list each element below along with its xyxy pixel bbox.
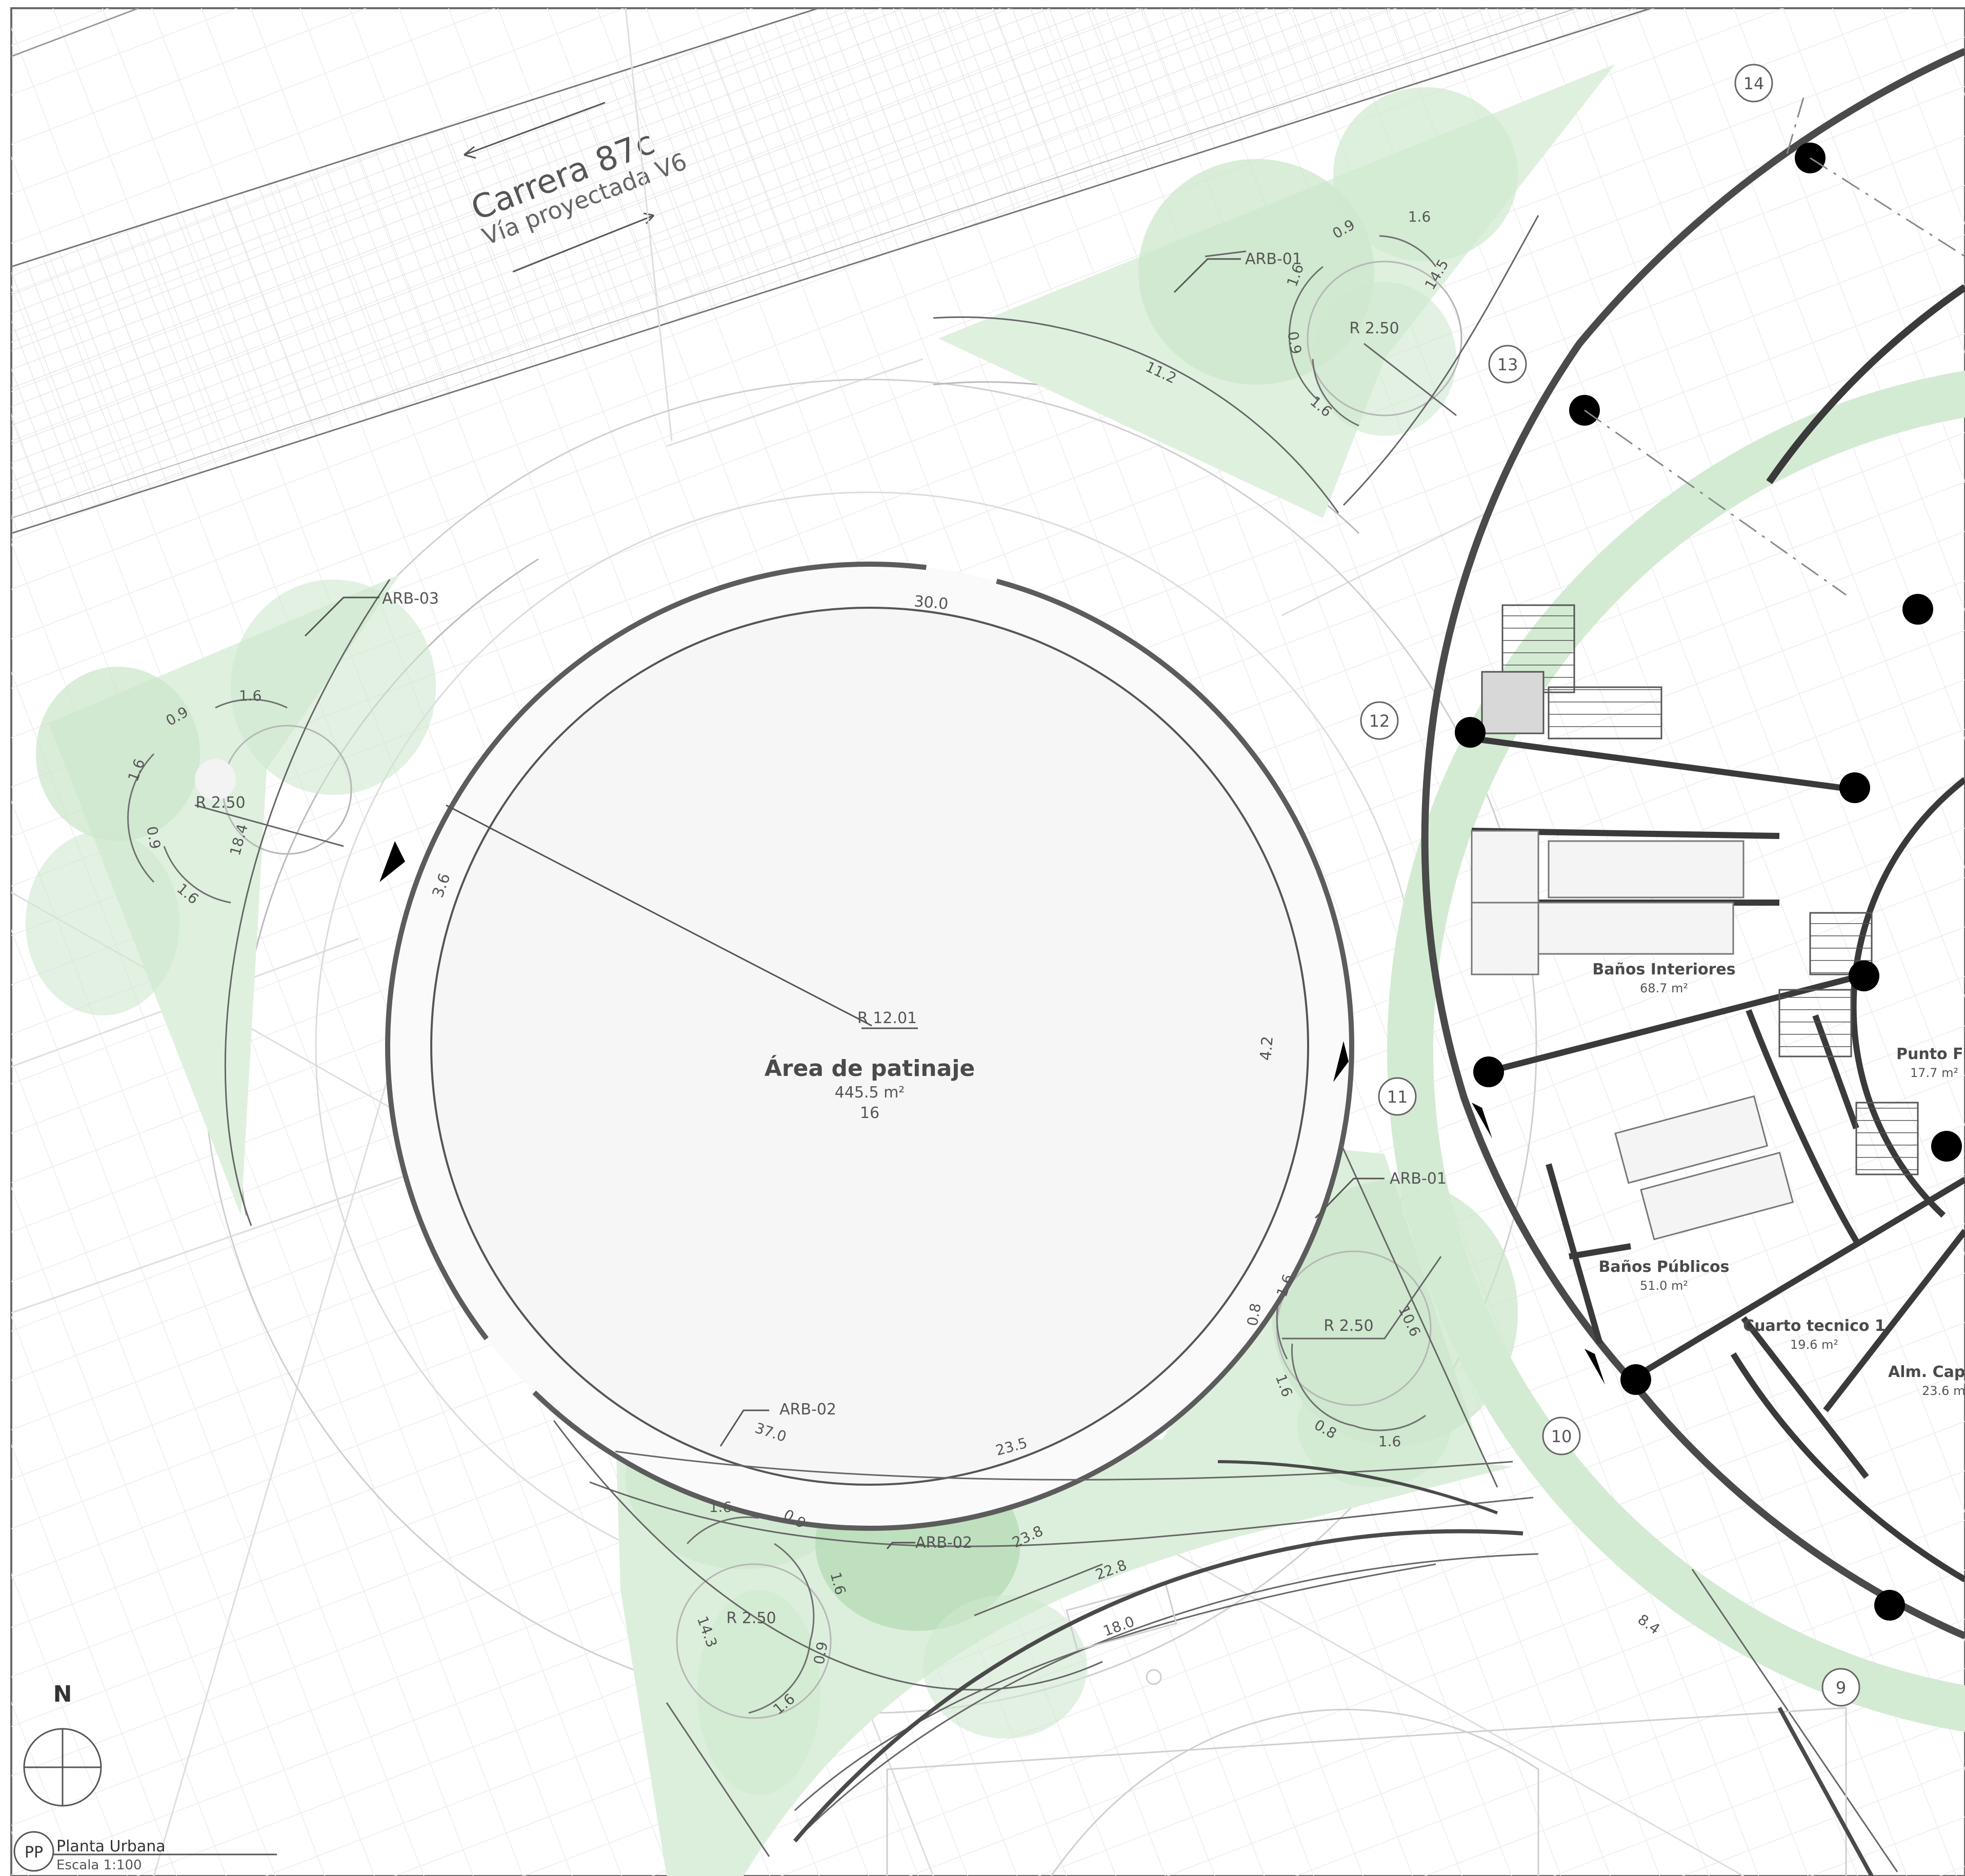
title-code: PP xyxy=(25,1844,43,1862)
room-alm-capa: Alm. Capa xyxy=(1888,1363,1965,1381)
axis-label-13: 13 xyxy=(1497,355,1518,374)
room-punto-fijo: Punto Fijo xyxy=(1896,1045,1965,1063)
street-line-top xyxy=(11,8,139,57)
tree-tag-arb03: ARB-03 xyxy=(382,590,439,608)
rink-number: 16 xyxy=(860,1104,879,1122)
s-radius: R 2.50 xyxy=(726,1609,776,1627)
planter-ne xyxy=(938,64,1615,518)
nw-dim-4: 0.9 xyxy=(143,825,164,851)
se-dim-5: 1.6 xyxy=(1378,1433,1401,1450)
rink-inner-ring xyxy=(430,607,1309,1486)
s-dim-1: 1.6 xyxy=(709,1499,732,1515)
room-punto-fijo-area: 17.7 m² xyxy=(1910,1066,1958,1080)
tree-tag-arb01-right: ARB-01 xyxy=(1390,1170,1447,1188)
dark-walkway-arc-2 xyxy=(1777,1707,1874,1876)
direction-arrow-right xyxy=(512,212,655,273)
rink-area: 445.5 m² xyxy=(835,1084,905,1102)
sports-field xyxy=(886,1583,1847,1876)
dimension-lines xyxy=(194,215,1898,1872)
tree-tag-leaders xyxy=(304,258,1385,1549)
axis-bubble-14: 14 xyxy=(1734,64,1773,103)
axis-lines xyxy=(1584,92,1965,596)
se-dim-2: 0.8 xyxy=(1244,1302,1265,1328)
rink-width-right: 4.2 xyxy=(1257,1035,1277,1062)
nw-dim-1: 1.6 xyxy=(239,687,262,704)
axis-bubble-13: 13 xyxy=(1488,345,1527,384)
s-dim-4: 0.9 xyxy=(811,1641,831,1666)
rink-radius-line xyxy=(446,804,872,1027)
rink-title: Área de patinaje xyxy=(765,1054,975,1082)
rink-radius-dim: R 12.01 xyxy=(857,1009,917,1027)
room-banos-publicos: Baños Públicos xyxy=(1598,1258,1729,1276)
axis-label-9: 9 xyxy=(1836,1678,1846,1698)
ne-dim-1: 1.6 xyxy=(1408,208,1431,225)
axis-label-12: 12 xyxy=(1369,711,1390,731)
room-cuarto-tecnico-area: 19.6 m² xyxy=(1790,1338,1838,1352)
axis-bubble-11: 11 xyxy=(1378,1077,1417,1116)
north-label: N xyxy=(53,1681,72,1707)
room-alm-capa-area: 23.6 m² xyxy=(1922,1384,1965,1398)
direction-arrow-left xyxy=(464,102,606,159)
axis-bubble-9: 9 xyxy=(1821,1668,1860,1707)
tree-tag-arb02-top: ARB-02 xyxy=(779,1401,836,1419)
axis-label-11: 11 xyxy=(1387,1087,1408,1107)
tree-tag-arb01-top: ARB-01 xyxy=(1245,250,1302,268)
axis-bubble-12: 12 xyxy=(1360,701,1399,740)
skating-rink xyxy=(385,562,1354,1531)
room-banos-interiores: Baños Interiores xyxy=(1592,961,1735,979)
north-arrow: N xyxy=(23,1681,102,1807)
room-cuarto-tecnico: Cuarto tecnico 1 xyxy=(1743,1317,1886,1335)
dark-walkway-arc xyxy=(793,1529,1523,1843)
building-green-band xyxy=(1387,371,1965,1732)
tree-tag-arb02-bottom: ARB-02 xyxy=(915,1534,972,1552)
axis-label-14: 14 xyxy=(1743,74,1765,93)
room-banos-interiores-area: 68.7 m² xyxy=(1640,981,1688,995)
axis-label-10: 10 xyxy=(1551,1427,1572,1446)
ne-radius: R 2.50 xyxy=(1349,320,1399,337)
ne-dim-4: 0.9 xyxy=(1284,330,1305,356)
room-banos-publicos-area: 51.0 m² xyxy=(1640,1279,1688,1293)
street-line-2 xyxy=(11,8,1578,518)
se-radius: R 2.50 xyxy=(1324,1317,1373,1335)
title-scale: Escala 1:100 xyxy=(56,1858,142,1873)
rink-perimeter-dim: 30.0 xyxy=(913,592,949,613)
title-block: PP Planta Urbana Escala 1:100 xyxy=(13,1831,277,1873)
street-curb-inner xyxy=(11,8,1654,534)
title-name: Planta Urbana xyxy=(56,1838,166,1855)
restroom-stalls xyxy=(1471,830,1794,1241)
nw-radius: R 2.50 xyxy=(195,794,245,812)
axis-bubble-10: 10 xyxy=(1542,1416,1581,1455)
planter-nw xyxy=(26,574,436,1215)
entry-markers xyxy=(379,841,1605,1385)
title-code-bubble xyxy=(13,1831,54,1872)
dark-walkway-arc-3 xyxy=(1217,1460,1498,1514)
street-curb-outer xyxy=(11,8,821,268)
